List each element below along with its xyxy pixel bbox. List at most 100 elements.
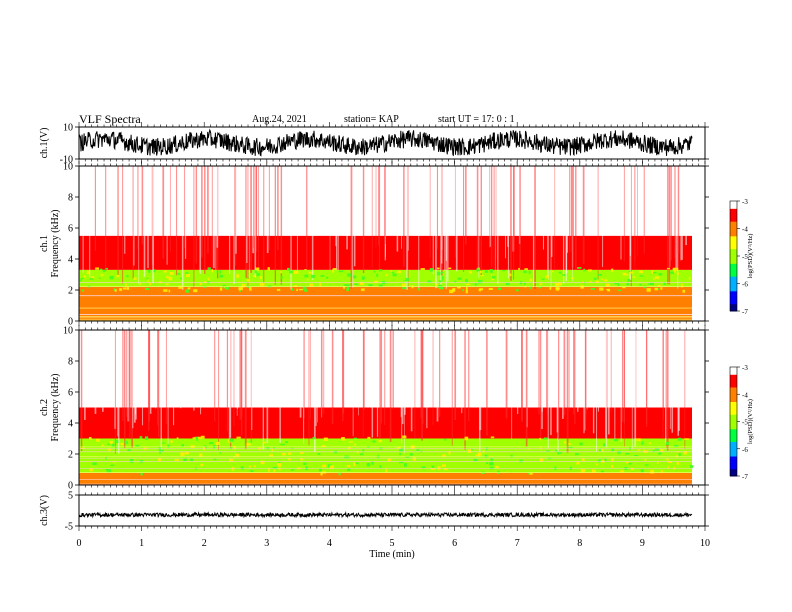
speckle (484, 270, 488, 273)
y-axis-label: ch.3(V) (39, 495, 50, 526)
streak (567, 166, 568, 253)
speckle (559, 451, 563, 454)
streak (132, 166, 134, 279)
colorbar-label: log(PSD)(V²/Hz) (747, 399, 754, 444)
streak (279, 330, 281, 443)
streak (384, 330, 386, 425)
streak (667, 166, 669, 285)
streak (193, 330, 195, 411)
speckle (431, 465, 435, 468)
speckle (332, 269, 334, 273)
speckle (418, 288, 421, 291)
colorbar-cell (730, 245, 737, 248)
speckle (390, 270, 393, 272)
colorbar-cell (730, 468, 737, 472)
speckle (207, 277, 210, 281)
speckle (629, 271, 634, 274)
speckle (448, 450, 451, 455)
speckle (404, 463, 407, 467)
speckle (505, 282, 510, 286)
speckle (495, 465, 499, 469)
speckle (465, 283, 470, 286)
colorbar-cell (730, 263, 737, 266)
speckle (276, 288, 281, 291)
speckle (320, 472, 323, 476)
colorbar-cell (730, 228, 737, 231)
streak (669, 330, 671, 429)
streak (662, 330, 664, 420)
colorbar-cell (730, 201, 737, 204)
speckle (524, 282, 526, 286)
streak (436, 166, 439, 249)
speckle (529, 278, 533, 282)
colorbar-cell (730, 421, 737, 424)
streak (131, 330, 134, 448)
streak (666, 330, 669, 451)
speckle (203, 285, 207, 288)
speckle (347, 285, 350, 290)
speckle (443, 468, 447, 471)
speckle (648, 442, 651, 445)
speckle (593, 469, 596, 473)
speckle (95, 438, 100, 442)
speckle (663, 282, 666, 285)
colorbar-cell (730, 406, 737, 410)
streak (432, 330, 434, 426)
streak (313, 330, 316, 452)
speckle (249, 465, 251, 468)
speckle (474, 283, 477, 286)
streak (169, 166, 171, 253)
speckle (552, 270, 554, 273)
speckle (353, 283, 358, 286)
streak (562, 330, 564, 419)
streak (268, 166, 270, 250)
speckle (89, 468, 93, 472)
speckle (611, 457, 614, 462)
speckle (632, 276, 636, 278)
speckle (600, 448, 604, 452)
speckle (353, 437, 358, 439)
colorbar-cell (730, 281, 737, 284)
colorbar-cell (730, 388, 737, 392)
speckle (385, 274, 388, 276)
speckle (666, 458, 669, 461)
streak (126, 330, 128, 417)
streak (674, 166, 676, 259)
streak (218, 330, 220, 450)
streak (563, 330, 566, 416)
colorbar-tick-label: -3 (742, 198, 748, 206)
streak (521, 330, 523, 422)
streak (614, 330, 616, 442)
streak (645, 330, 647, 425)
speckle (484, 454, 488, 458)
speckle (546, 450, 551, 452)
speckle (658, 273, 663, 276)
speckle (528, 472, 531, 475)
speckle (445, 468, 449, 471)
speckle (673, 444, 679, 448)
streak (643, 166, 645, 254)
colorbar-cell (730, 210, 737, 213)
colorbar-cell (730, 259, 737, 262)
speckle (180, 277, 182, 280)
speckle (448, 267, 452, 270)
speckle (590, 288, 595, 290)
speckle (290, 447, 294, 449)
colorbar-cell (730, 441, 737, 444)
speckle (489, 461, 494, 466)
streak (201, 166, 203, 258)
colorbar-cell (730, 452, 737, 455)
speckle (249, 287, 252, 291)
speckle (291, 288, 294, 291)
speckle (159, 280, 162, 284)
speckle (557, 451, 560, 455)
streak (620, 166, 622, 260)
colorbar-ch1: -3 -4 -5 -6 -7 log(PSD)(V²/Hz) (729, 198, 754, 316)
speckle (438, 280, 442, 283)
speckle (684, 438, 689, 440)
speckle (162, 442, 165, 444)
speckle (668, 461, 673, 463)
speckle (262, 441, 267, 444)
streak (665, 330, 667, 443)
